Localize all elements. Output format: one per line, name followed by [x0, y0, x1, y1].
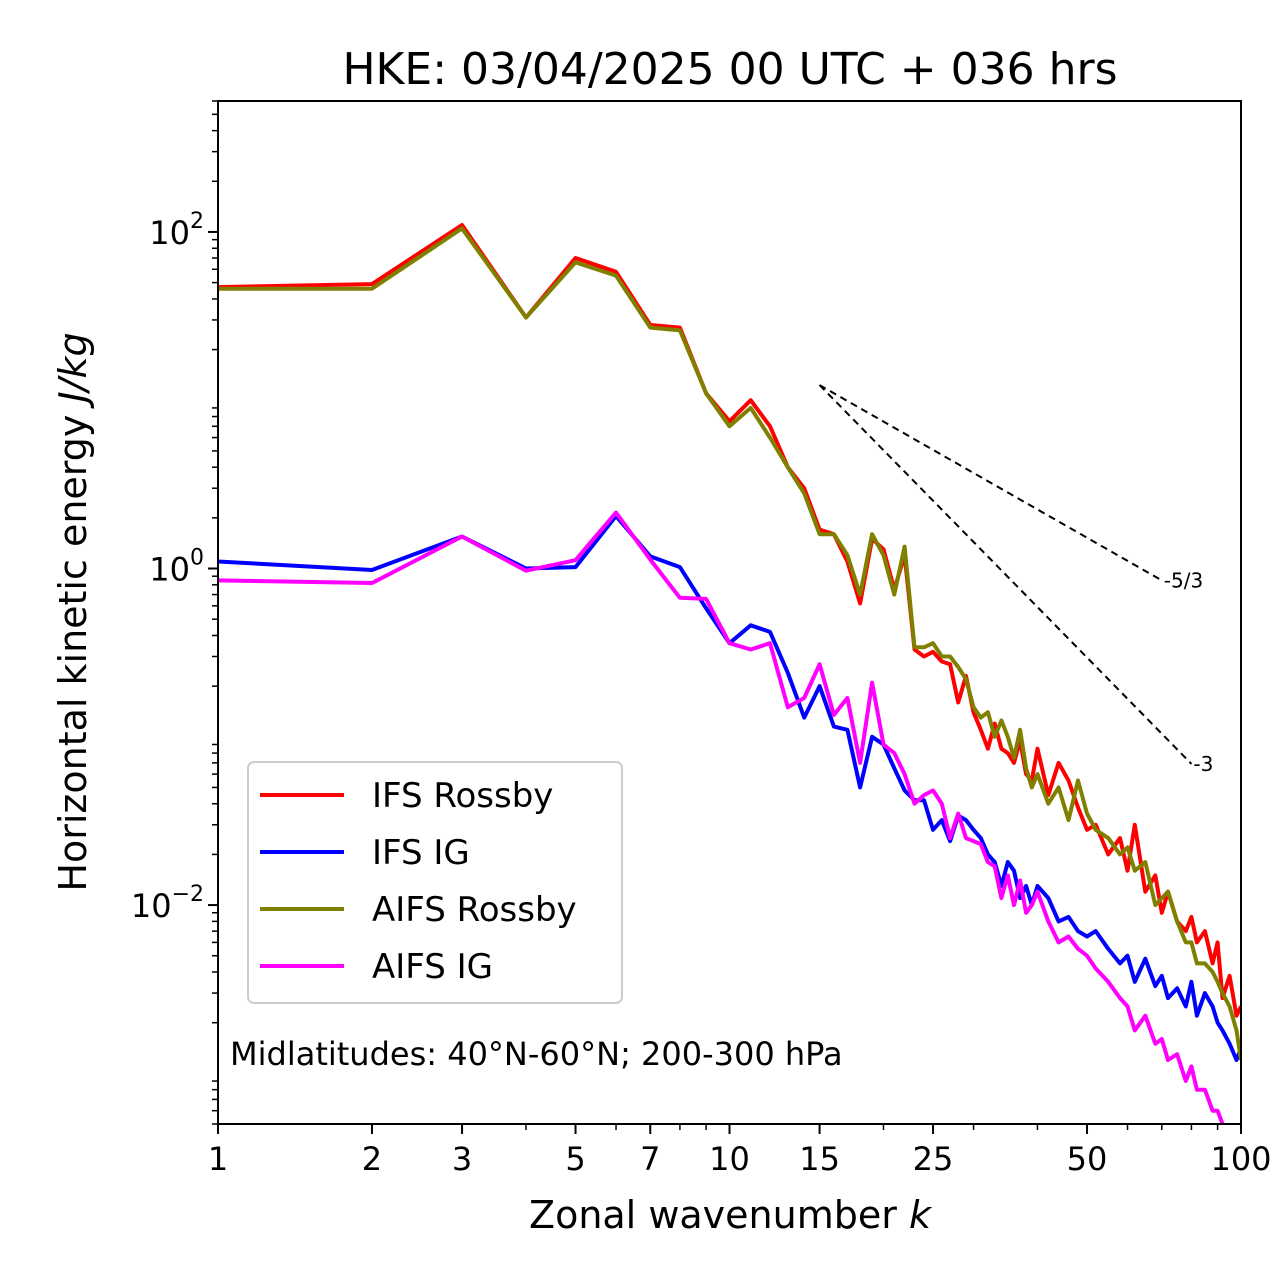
reference-slope-line [819, 384, 1163, 582]
legend-items: IFS Rossby IFS IG AIFS Rossby AIFS IG [260, 776, 577, 987]
x-tick-label: 10 [709, 1140, 750, 1178]
x-tick-label: 7 [640, 1140, 660, 1178]
y-tick-label: 10−2 [131, 882, 204, 925]
y-tick-label: 100 [149, 546, 204, 589]
x-tick-label: 15 [799, 1140, 840, 1178]
series-line-aifs-ig [218, 510, 1226, 1124]
x-tick-label: 50 [1067, 1140, 1108, 1178]
y-tick-label: 102 [149, 209, 204, 252]
series-layer [218, 223, 1241, 1124]
legend-label: AIFS Rossby [372, 890, 577, 930]
reference-slopes: -5/3 -3 [818, 384, 1213, 776]
reference-slope-line [818, 384, 1193, 765]
x-axis-label: Zonal wavenumber k [529, 1193, 933, 1237]
series-line-ifs-ig [218, 514, 1241, 1062]
legend-label: AIFS IG [372, 947, 493, 987]
region-annotation: Midlatitudes: 40°N-60°N; 200-300 hPa [230, 1035, 843, 1073]
y-axis-label-unit: J/kg [51, 332, 95, 409]
x-axis-label-symbol: k [909, 1193, 933, 1237]
chart-title: HKE: 03/04/2025 00 UTC + 036 hrs [342, 44, 1117, 95]
series-line-aifs-rossby [218, 226, 1241, 1061]
x-axis-label-text: Zonal wavenumber [529, 1193, 909, 1237]
plot-area: -5/3 -3 1 2 3 5 7 10 15 25 50 100 102 100 10−2 [131, 100, 1272, 1178]
x-tick-label: 100 [1210, 1140, 1271, 1178]
legend-label: IFS Rossby [372, 776, 553, 816]
legend-box [247, 761, 623, 1004]
x-tick-label: 5 [565, 1140, 585, 1178]
x-tick-label: 3 [452, 1140, 472, 1178]
legend-label: IFS IG [372, 833, 470, 873]
y-axis-label-text: Horizontal kinetic energy [51, 403, 95, 892]
y-axis-label: Horizontal kinetic energy J/kg [51, 332, 95, 891]
y-axis-ticks: 102 100 10−2 [131, 100, 218, 1125]
x-tick-label: 1 [208, 1140, 228, 1178]
reference-slope-label: -5/3 [1164, 568, 1203, 592]
legend: IFS Rossby IFS IG AIFS Rossby AIFS IG [247, 761, 623, 1004]
reference-slope-label: -3 [1193, 752, 1213, 776]
x-tick-label: 25 [913, 1140, 954, 1178]
x-tick-label: 2 [362, 1140, 382, 1178]
x-axis-ticks: 1 2 3 5 7 10 15 25 50 100 [208, 1124, 1272, 1178]
